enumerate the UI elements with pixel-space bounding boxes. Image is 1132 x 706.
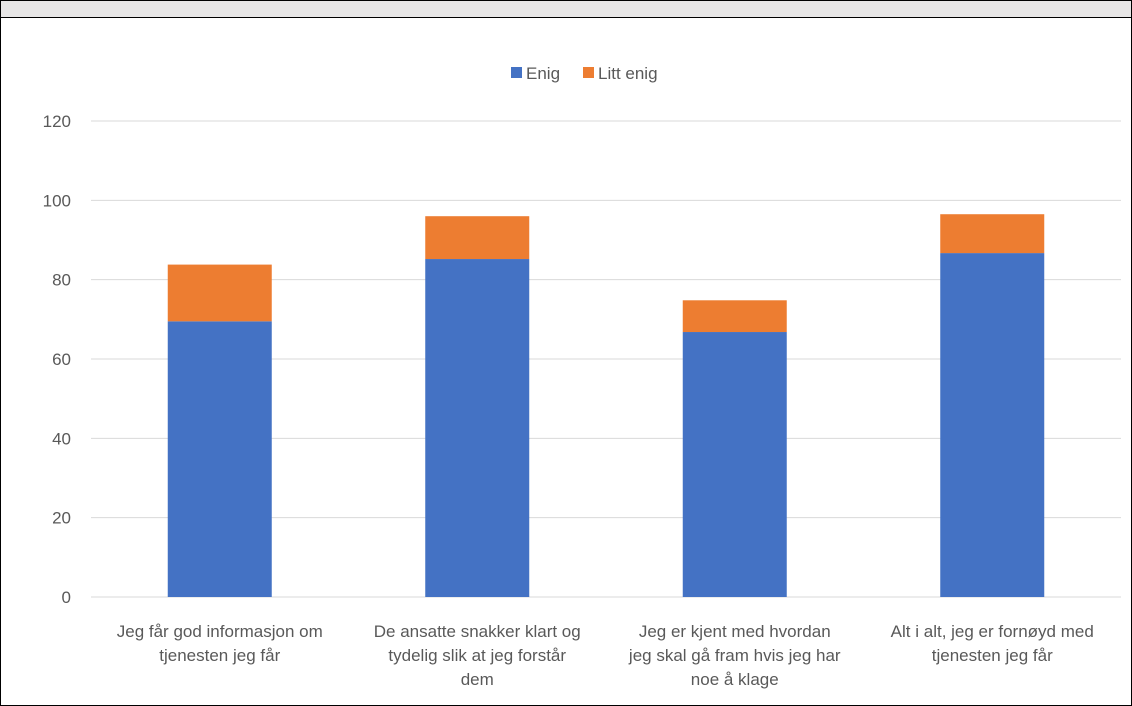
bar-enig (940, 253, 1045, 597)
x-category-label: tjenesten jeg får (159, 646, 280, 665)
x-category-label: tydelig slik at jeg forstår (388, 646, 566, 665)
top-strip (1, 1, 1131, 18)
bar-enig (425, 259, 530, 597)
bar-litt-enig (425, 216, 530, 260)
x-category-label: Alt i alt, jeg er fornøyd med (891, 622, 1094, 641)
legend-swatch-enig (511, 67, 522, 78)
bar-enig (167, 321, 272, 597)
y-tick-label: 120 (43, 112, 71, 131)
x-category-label: De ansatte snakker klart og (374, 622, 581, 641)
y-tick-label: 40 (52, 429, 71, 448)
y-tick-label: 80 (52, 271, 71, 290)
bar-enig (682, 332, 787, 597)
x-axis-labels: Jeg får god informasjon om tjenesten jeg … (117, 622, 1094, 689)
x-category-label: Jeg får god informasjon om (117, 622, 323, 641)
y-tick-label: 60 (52, 350, 71, 369)
bar-litt-enig (940, 214, 1045, 254)
y-axis-ticks: 0 20 40 60 80 100 120 (43, 112, 71, 607)
x-category-label: Jeg er kjent med hvordan (639, 622, 831, 641)
x-category-label: dem (461, 670, 494, 689)
y-tick-label: 0 (62, 588, 71, 607)
y-tick-label: 20 (52, 509, 71, 528)
bar-litt-enig (167, 264, 272, 322)
x-category-label: tjenesten jeg får (932, 646, 1053, 665)
bar-group (167, 214, 1045, 597)
x-category-label: jeg skal gå fram hvis jeg har (628, 646, 841, 665)
x-category-label: noe å klage (691, 670, 779, 689)
legend-swatch-litt-enig (583, 67, 594, 78)
bar-litt-enig (682, 300, 787, 333)
y-tick-label: 100 (43, 191, 71, 210)
legend: Enig Litt enig (511, 64, 658, 83)
legend-label-litt-enig: Litt enig (598, 64, 658, 83)
legend-label-enig: Enig (526, 64, 560, 83)
